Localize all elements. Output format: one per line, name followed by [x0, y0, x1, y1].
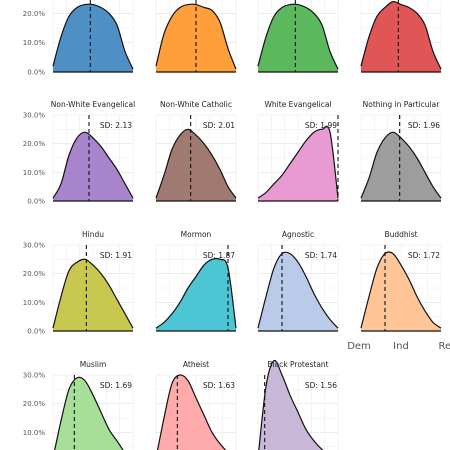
y-tick-label: 10.0%: [23, 169, 46, 177]
density-outline: [257, 125, 339, 199]
density-outline: [257, 251, 339, 329]
density-area: [54, 377, 124, 450]
density-area: [53, 259, 133, 331]
panel-title: Non-White Catholic: [160, 100, 232, 109]
y-tick-label: 0.0%: [27, 198, 45, 206]
density-area: [258, 360, 323, 450]
density-outline: [360, 251, 442, 329]
sd-label: SD: 1.74: [305, 251, 337, 260]
density-area: [156, 258, 236, 331]
sd-label: SD: 2.01: [203, 121, 235, 130]
sd-label: SD: 1.87: [203, 251, 235, 260]
density-outline: [360, 131, 442, 199]
density-outline: [52, 3, 134, 70]
sd-label: SD: 1.96: [408, 121, 440, 130]
y-tick-label: 10.0%: [23, 39, 46, 47]
density-area: [258, 126, 338, 201]
density-outline: [52, 258, 134, 329]
sd-label: SD: 1.99: [305, 121, 337, 130]
panel-title: White Evangelical: [264, 100, 331, 109]
density-outline: [156, 374, 227, 450]
y-tick-label: 30.0%: [23, 112, 46, 120]
y-tick-label: 30.0%: [23, 372, 46, 380]
panel-title: Hindu: [82, 230, 104, 239]
panel-title: Non-White Evangelical: [51, 100, 135, 109]
sd-label: SD: 1.63: [203, 381, 235, 390]
density-outline: [258, 359, 324, 450]
y-tick-label: 10.0%: [23, 299, 46, 307]
density-outline: [360, 0, 442, 70]
density-area: [361, 251, 441, 331]
y-tick-label: 30.0%: [23, 242, 46, 250]
density-area: [53, 4, 133, 73]
y-tick-label: 0.0%: [27, 328, 45, 336]
density-area: [258, 4, 338, 73]
panel-title: Nothing in Particular: [363, 100, 441, 109]
y-tick-label: 10.0%: [23, 429, 46, 437]
density-outline: [54, 376, 124, 450]
panel-title: Black Protestant: [267, 360, 328, 369]
panel-title: Atheist: [183, 360, 209, 369]
panel-title: Agnostic: [282, 230, 314, 239]
density-area: [361, 1, 441, 72]
panel-title: Muslim: [80, 360, 107, 369]
sd-label: SD: 1.91: [100, 251, 132, 260]
y-tick-label: 20.0%: [23, 10, 46, 18]
density-outline: [155, 128, 237, 199]
density-outline: [155, 257, 237, 329]
sd-label: SD: 1.69: [100, 381, 132, 390]
x-tick-label: Ind: [393, 341, 409, 352]
density-outline: [155, 3, 237, 70]
x-tick-label: Rep: [439, 341, 450, 352]
y-tick-label: 0.0%: [27, 69, 45, 77]
density-area: [156, 129, 236, 201]
y-tick-label: 20.0%: [23, 140, 46, 148]
panel-title: Buddhist: [384, 230, 417, 239]
sd-label: SD: 1.72: [408, 251, 440, 260]
density-area: [157, 374, 226, 450]
density-area: [361, 132, 441, 201]
x-tick-label: Dem: [347, 341, 371, 352]
y-tick-label: 20.0%: [23, 270, 46, 278]
panel-title: Mormon: [181, 230, 212, 239]
sd-label: SD: 2.13: [100, 121, 132, 130]
density-area: [258, 252, 338, 331]
sd-label: SD: 1.56: [305, 381, 337, 390]
density-outline: [257, 3, 339, 70]
density-area: [53, 132, 133, 201]
density-outline: [52, 131, 134, 199]
y-tick-label: 20.0%: [23, 400, 46, 408]
